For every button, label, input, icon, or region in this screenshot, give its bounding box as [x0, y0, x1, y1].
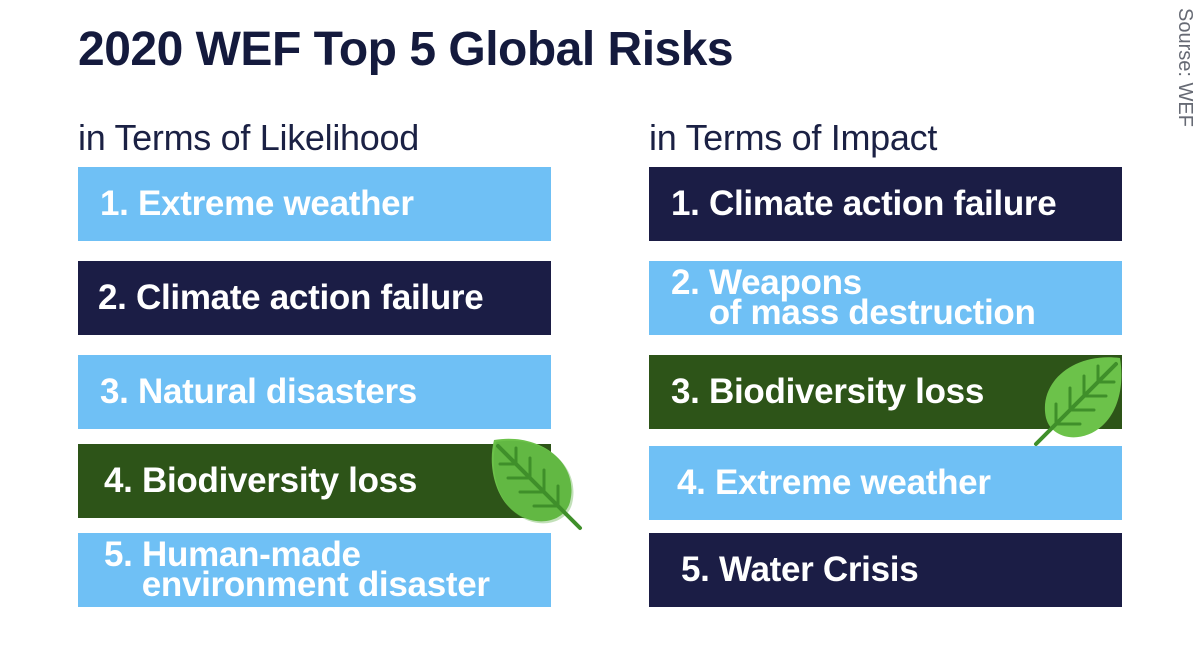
likelihood-item-2: 2. Climate action failure [78, 261, 551, 335]
likelihood-item-2-label: 2. Climate action failure [98, 278, 484, 317]
leaf-icon [491, 438, 582, 530]
likelihood-heading: in Terms of Likelihood [78, 117, 419, 158]
impact-item-4: 4. Extreme weather [649, 446, 1122, 520]
likelihood-item-1-label: 1. Extreme weather [100, 184, 414, 223]
leaf-icon [1034, 357, 1122, 446]
impact-item-4-label: 4. Extreme weather [677, 463, 991, 502]
likelihood-item-4-label: 4. Biodiversity loss [104, 461, 418, 500]
impact-item-5: 5. Water Crisis [649, 533, 1122, 607]
impact-item-3-label: 3. Biodiversity loss [671, 372, 985, 411]
impact-item-3: 3. Biodiversity loss [649, 355, 1122, 429]
impact-heading: in Terms of Impact [649, 117, 938, 158]
likelihood-item-3-label: 3. Natural disasters [100, 372, 417, 411]
page-title: 2020 WEF Top 5 Global Risks [78, 23, 734, 76]
impact-item-1-label: 1. Climate action failure [671, 184, 1057, 223]
likelihood-item-3: 3. Natural disasters [78, 355, 551, 429]
impact-item-1: 1. Climate action failure [649, 167, 1122, 241]
likelihood-item-5: 5. Human-made environment disaster [78, 533, 551, 607]
impact-item-5-label: 5. Water Crisis [681, 550, 919, 589]
impact-item-2: 2. Weapons of mass destruction [649, 261, 1122, 335]
likelihood-item-1: 1. Extreme weather [78, 167, 551, 241]
likelihood-item-4: 4. Biodiversity loss [78, 444, 551, 518]
likelihood-item-5-label: 5. Human-made environment disaster [104, 535, 490, 604]
source-note: Sourse: WEF [1174, 8, 1196, 127]
impact-item-2-label: 2. Weapons of mass destruction [671, 263, 1036, 332]
